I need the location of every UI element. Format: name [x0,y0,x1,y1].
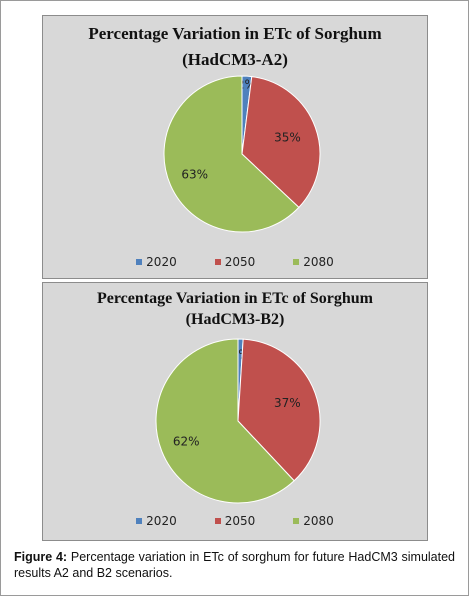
figure-caption: Figure 4: Percentage variation in ETc of… [14,549,455,581]
pie-b2-svg: 1%37%62% [155,338,321,504]
caption-text: Percentage variation in ETc of sorghum f… [14,550,455,580]
legend-item-2050: 2050 [214,255,256,269]
legend-a2: 2020 2050 2080 [43,255,427,269]
pie-slice-2050 [241,76,321,209]
legend-label: 2050 [224,255,256,269]
chart-title-line2: (HadCM3-B2) [185,311,285,328]
legend-label: 2050 [224,514,256,528]
pie-slice-2080 [163,75,300,233]
chart-title-line1: Percentage Variation in ETc of Sorghum [96,290,373,307]
legend-label: 2020 [146,255,177,269]
pie-chart-a2: Percentage Variation in ETc of Sorghum (… [42,15,428,279]
pie-label-2080: 62% [173,435,200,449]
legend-label: 2020 [146,514,177,528]
pie-chart-b2: Percentage Variation in ETc of Sorghum (… [42,282,428,541]
legend-swatch [293,259,300,265]
pie-slice-2050 [237,338,321,482]
pie-a2-svg: 2%35%63% [163,75,321,233]
legend-item-2080: 2080 [293,255,334,269]
legend-swatch [293,518,300,524]
pie-label-2050: 37% [274,396,301,410]
legend-swatch [214,518,221,524]
legend-swatch [136,518,143,524]
legend-item-2020: 2020 [136,255,177,269]
chart-title-line2: (HadCM3-A2) [182,50,288,69]
legend-item-2020: 2020 [136,514,177,528]
legend-label: 2080 [303,514,334,528]
legend-swatch [136,259,143,265]
pie-slice-2080 [155,338,295,504]
legend-label: 2080 [303,255,334,269]
legend-item-2080: 2080 [293,514,334,528]
pie-label-2080: 63% [181,167,208,181]
pie-label-2050: 35% [274,131,301,145]
legend-item-2050: 2050 [214,514,256,528]
chart-title-line1: Percentage Variation in ETc of Sorghum [88,24,382,43]
legend-b2: 2020 2050 2080 [43,514,427,528]
caption-label: Figure 4: [14,550,68,564]
legend-swatch [214,259,221,265]
